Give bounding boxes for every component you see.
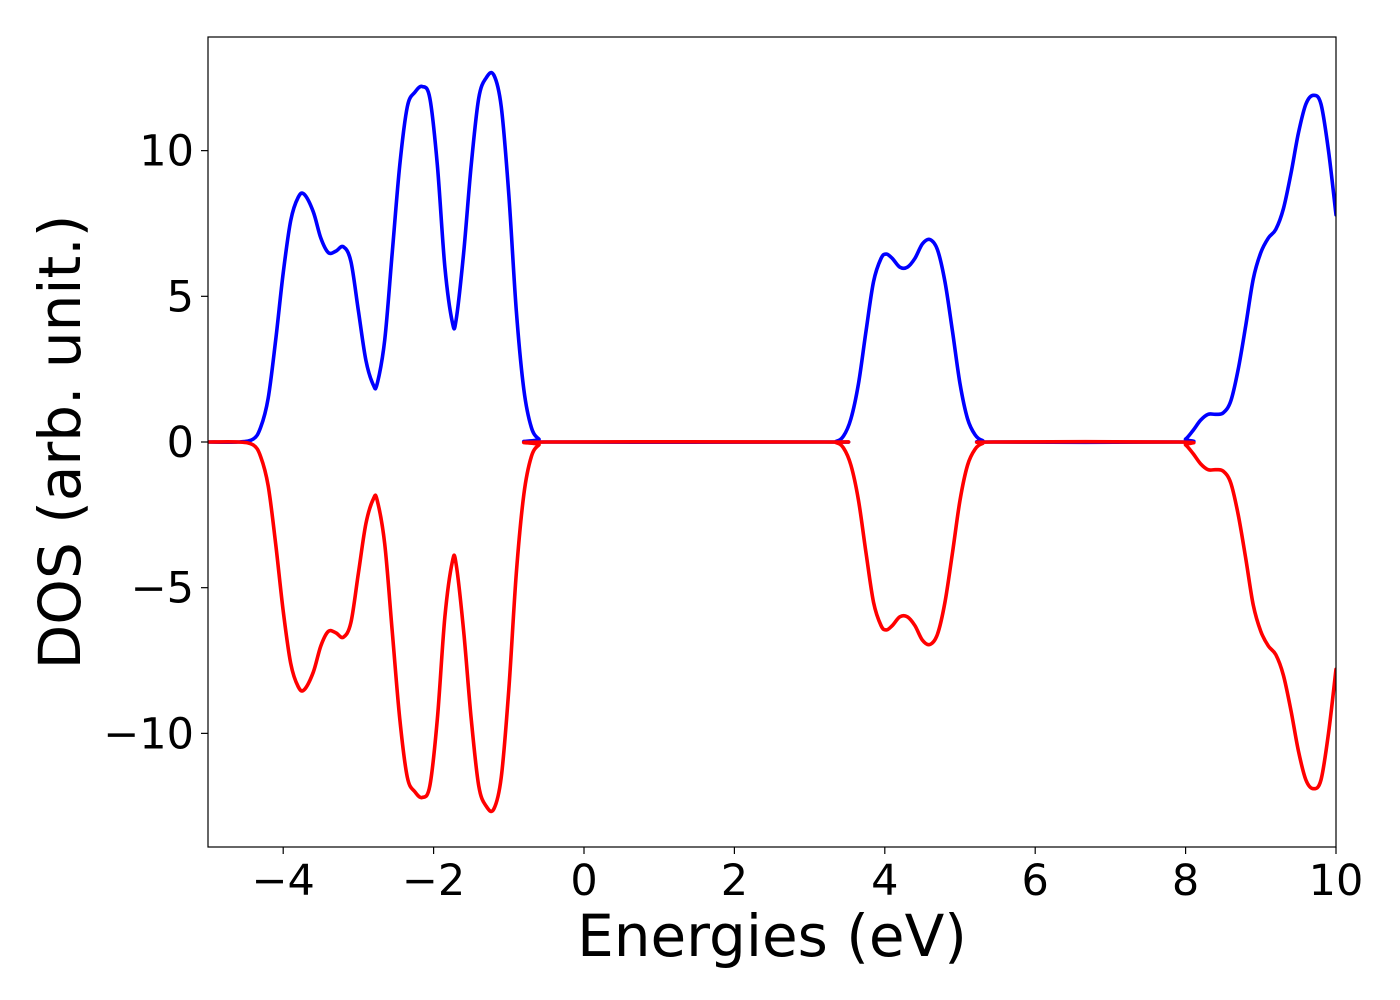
x-tick-label: 8: [1172, 856, 1199, 906]
y-tick-label: −5: [131, 564, 194, 614]
series-line-2: [208, 439, 1336, 814]
y-axis-ticks: 10 5 0 −5 −10: [103, 127, 208, 759]
x-tick-label: −4: [252, 856, 315, 906]
y-axis-label: DOS (arb. unit.): [26, 215, 94, 670]
series-layer: [208, 70, 1336, 814]
x-tick-label: 6: [1022, 856, 1049, 906]
y-tick-label: 10: [139, 127, 194, 177]
x-tick-label: 2: [721, 856, 748, 906]
x-tick-label: −2: [402, 856, 465, 906]
y-tick-label: 0: [167, 418, 194, 468]
y-tick-label: −10: [103, 709, 194, 759]
y-tick-label: 5: [167, 272, 194, 322]
x-axis-label: Energies (eV): [577, 902, 967, 970]
x-tick-label: 10: [1309, 856, 1364, 906]
x-tick-label: 4: [871, 856, 898, 906]
x-tick-label: 0: [570, 856, 597, 906]
x-axis-ticks: −4 −2 0 2 4 6 8 10: [252, 847, 1364, 906]
